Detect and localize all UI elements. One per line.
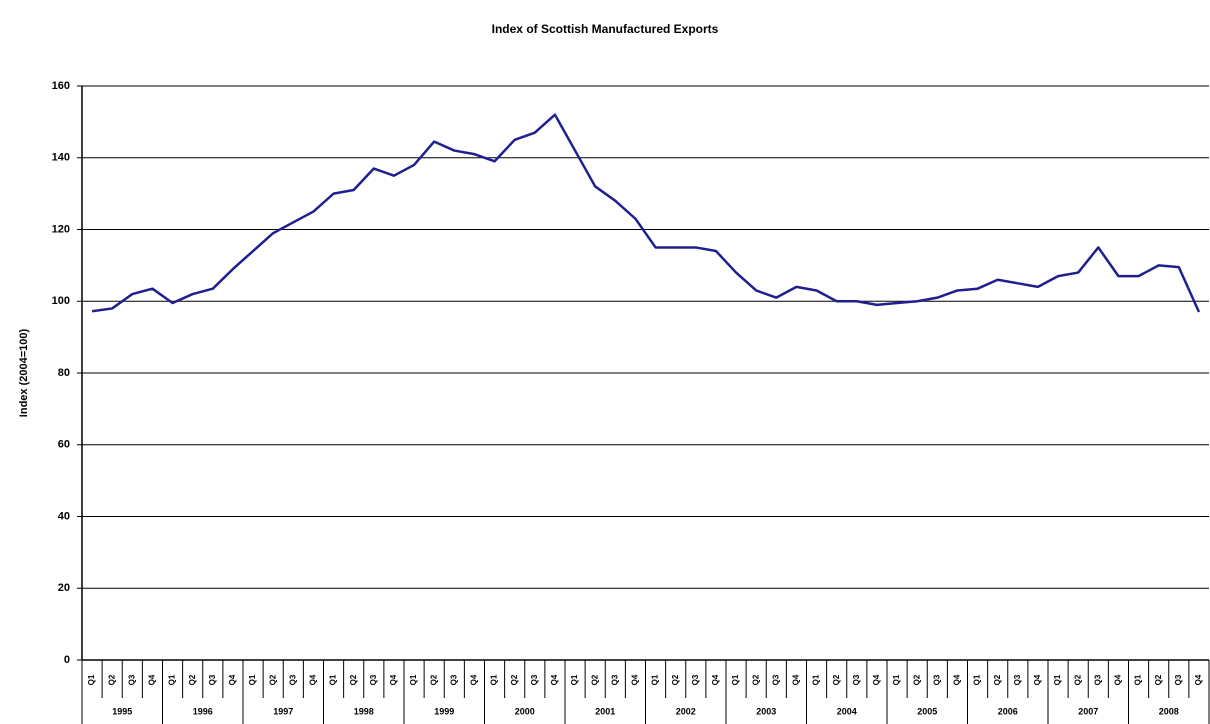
x-tick-label: Q1	[168, 674, 177, 685]
x-tick-label: Q3	[1174, 674, 1183, 685]
year-label: 1998	[354, 706, 374, 716]
x-tick-label: Q3	[932, 674, 941, 685]
y-tick-label: 160	[52, 80, 70, 92]
x-tick-label: Q1	[892, 674, 901, 685]
x-tick-label: Q4	[1114, 674, 1123, 685]
x-tick-label: Q4	[792, 674, 801, 685]
x-tick-label: Q3	[369, 674, 378, 685]
x-tick-label: Q2	[107, 674, 116, 685]
year-label: 2008	[1159, 706, 1179, 716]
x-tick-label: Q3	[852, 674, 861, 685]
year-label: 2002	[676, 706, 696, 716]
x-tick-label: Q3	[127, 674, 136, 685]
x-tick-label: Q3	[610, 674, 619, 685]
chart-title: Index of Scottish Manufactured Exports	[492, 22, 719, 36]
x-tick-label: Q1	[87, 674, 96, 685]
year-label: 2001	[595, 706, 615, 716]
year-label: 2003	[756, 706, 776, 716]
year-label: 2005	[917, 706, 937, 716]
x-tick-label: Q1	[409, 674, 418, 685]
x-tick-label: Q4	[550, 674, 559, 685]
x-tick-label: Q2	[268, 674, 277, 685]
x-tick-label: Q2	[993, 674, 1002, 685]
x-tick-label: Q2	[590, 674, 599, 685]
y-tick-label: 140	[52, 152, 70, 164]
x-tick-label: Q2	[188, 674, 197, 685]
x-tick-label: Q3	[771, 674, 780, 685]
x-tick-label: Q3	[208, 674, 217, 685]
y-tick-label: 120	[52, 223, 70, 235]
y-tick-label: 20	[58, 582, 70, 594]
y-axis-label: Index (2004=100)	[18, 328, 30, 417]
x-tick-label: Q2	[671, 674, 680, 685]
x-tick-label: Q4	[631, 674, 640, 685]
x-tick-label: Q2	[1154, 674, 1163, 685]
year-label: 1999	[434, 706, 454, 716]
x-tick-label: Q2	[751, 674, 760, 685]
x-tick-label: Q2	[912, 674, 921, 685]
x-tick-label: Q2	[510, 674, 519, 685]
year-label: 2007	[1078, 706, 1098, 716]
y-tick-label: 80	[58, 367, 70, 379]
x-tick-label: Q1	[1053, 674, 1062, 685]
year-label: 1995	[112, 706, 132, 716]
x-tick-label: Q1	[1134, 674, 1143, 685]
x-tick-label: Q2	[832, 674, 841, 685]
y-tick-label: 60	[58, 439, 70, 451]
x-tick-label: Q3	[449, 674, 458, 685]
x-tick-label: Q4	[1194, 674, 1203, 685]
x-tick-label: Q1	[973, 674, 982, 685]
x-tick-label: Q3	[288, 674, 297, 685]
year-label: 1997	[273, 706, 293, 716]
y-tick-label: 40	[58, 510, 70, 522]
x-tick-label: Q1	[248, 674, 257, 685]
x-tick-label: Q4	[228, 674, 237, 685]
x-tick-label: Q3	[691, 674, 700, 685]
x-tick-label: Q4	[309, 674, 318, 685]
x-tick-label: Q4	[389, 674, 398, 685]
x-tick-label: Q1	[329, 674, 338, 685]
x-tick-label: Q3	[1093, 674, 1102, 685]
x-tick-label: Q4	[953, 674, 962, 685]
x-tick-label: Q1	[570, 674, 579, 685]
x-tick-label: Q4	[148, 674, 157, 685]
x-tick-label: Q4	[1033, 674, 1042, 685]
x-tick-label: Q3	[1013, 674, 1022, 685]
year-label: 1996	[193, 706, 213, 716]
x-tick-label: Q2	[1073, 674, 1082, 685]
y-tick-label: 100	[52, 295, 70, 307]
x-tick-label: Q1	[651, 674, 660, 685]
x-tick-label: Q1	[731, 674, 740, 685]
year-label: 2006	[998, 706, 1018, 716]
line-series	[91, 113, 1201, 313]
x-tick-label: Q1	[490, 674, 499, 685]
x-tick-label: Q4	[711, 674, 720, 685]
x-tick-label: Q1	[812, 674, 821, 685]
x-tick-label: Q4	[872, 674, 881, 685]
x-tick-label: Q4	[470, 674, 479, 685]
year-label: 2004	[837, 706, 857, 716]
year-label: 2000	[515, 706, 535, 716]
y-tick-label: 0	[64, 654, 70, 666]
x-tick-label: Q2	[429, 674, 438, 685]
x-tick-label: Q3	[530, 674, 539, 685]
x-tick-label: Q2	[349, 674, 358, 685]
